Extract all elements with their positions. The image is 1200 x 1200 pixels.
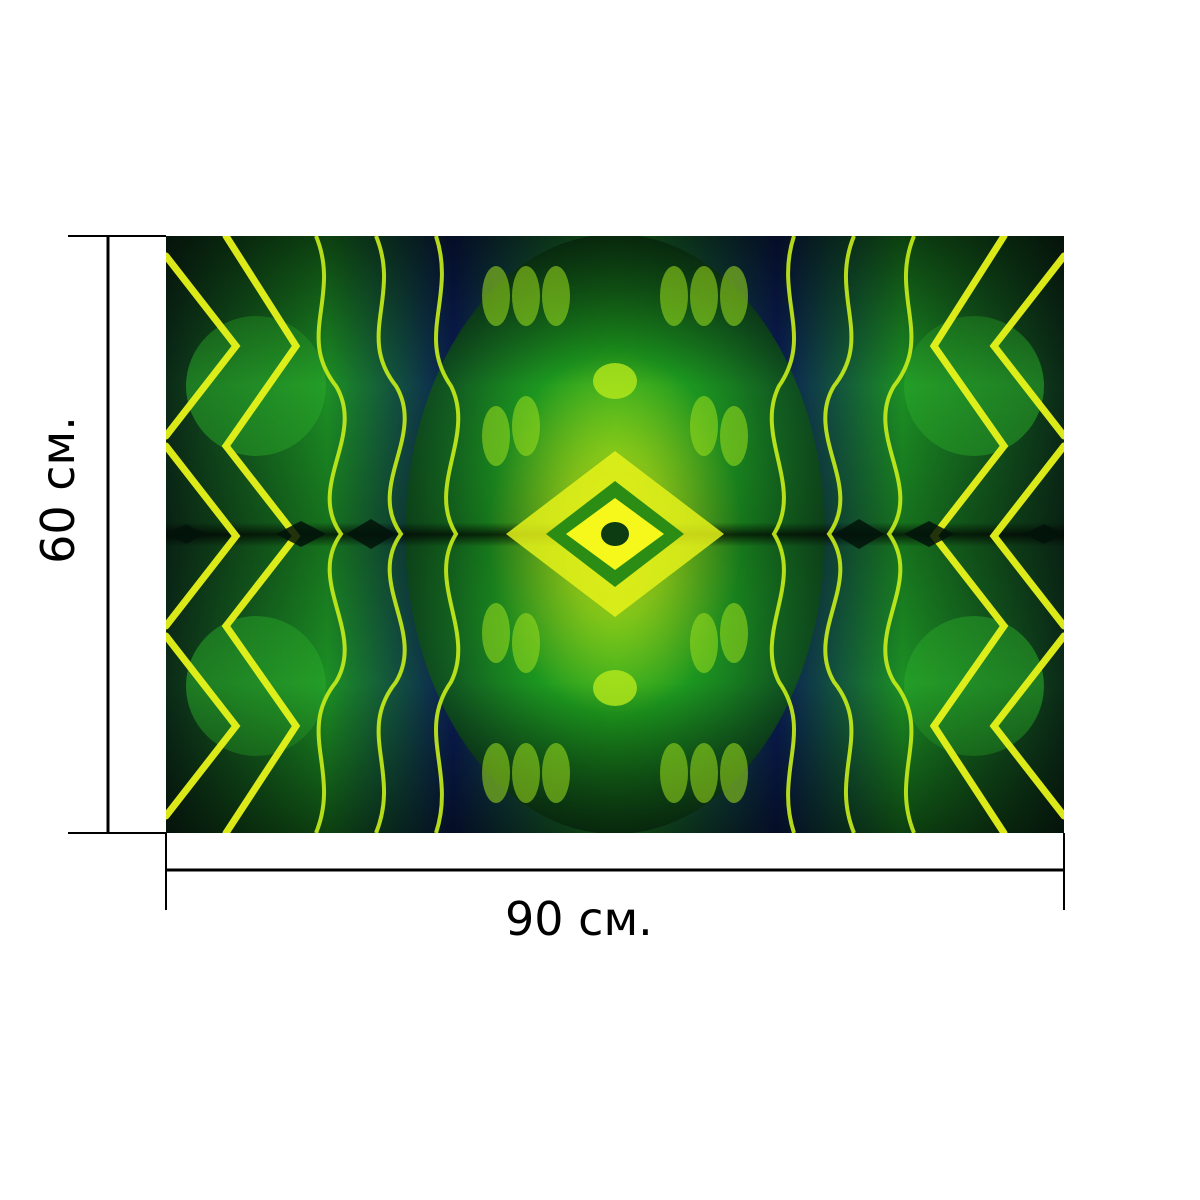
height-label: 60 см. [31,416,85,564]
kaleidoscope-pattern [166,236,1064,833]
width-label: 90 см. [505,892,653,946]
product-image [166,236,1064,833]
